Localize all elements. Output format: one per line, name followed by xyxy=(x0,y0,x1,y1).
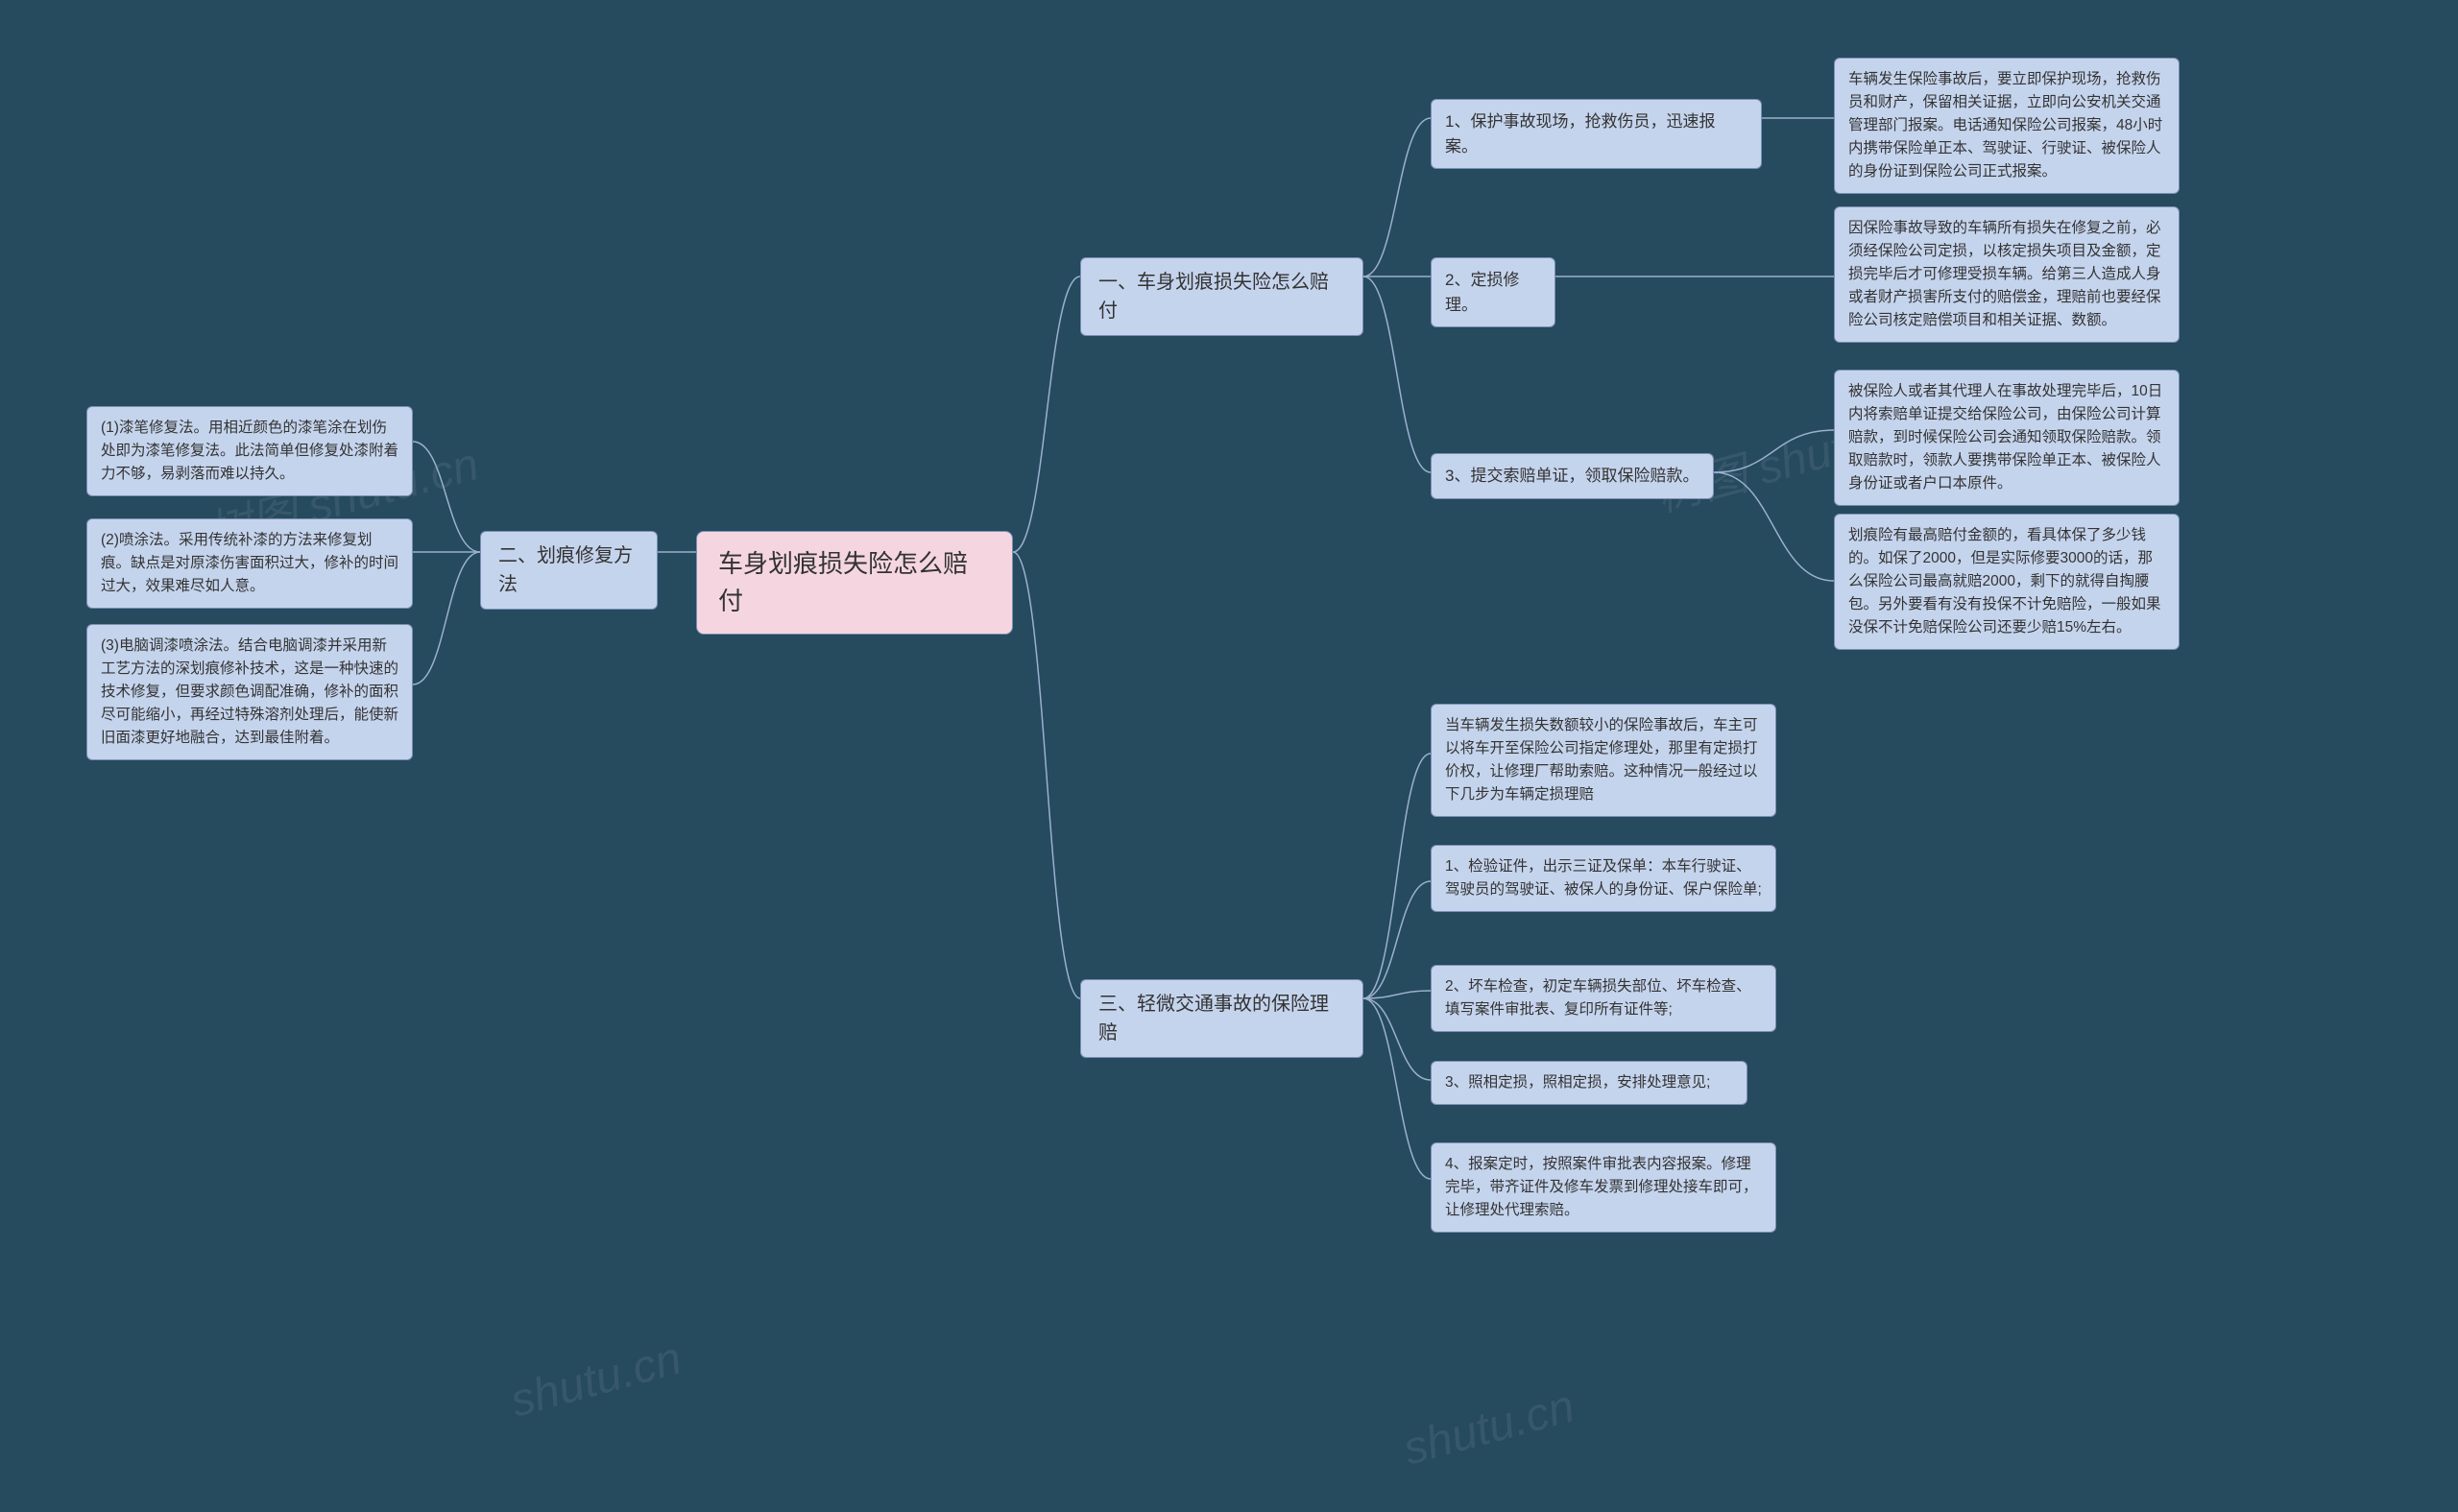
leaf-node-2-3[interactable]: (3)电脑调漆喷涂法。结合电脑调漆并采用新工艺方法的深划痕修补技术，这是一种快速… xyxy=(86,624,413,760)
leaf-node-2-2[interactable]: (2)喷涂法。采用传统补漆的方法来修复划痕。缺点是对原漆伤害面积过大，修补的时间… xyxy=(86,518,413,609)
sub-node-1-1[interactable]: 1、保护事故现场，抢救伤员，迅速报案。 xyxy=(1431,99,1762,169)
leaf-node-3-1[interactable]: 当车辆发生损失数额较小的保险事故后，车主可以将车开至保险公司指定修理处，那里有定… xyxy=(1431,704,1776,817)
watermark: shutu.cn xyxy=(1398,1380,1580,1476)
root-node[interactable]: 车身划痕损失险怎么赔付 xyxy=(696,531,1013,635)
leaf-node-1-1-1[interactable]: 车辆发生保险事故后，要立即保护现场，抢救伤员和财产，保留相关证据，立即向公安机关… xyxy=(1834,58,2180,194)
sub-node-1-3[interactable]: 3、提交索赔单证，领取保险赔款。 xyxy=(1431,453,1714,499)
branch-node-3[interactable]: 三、轻微交通事故的保险理赔 xyxy=(1080,979,1363,1058)
sub-node-1-2[interactable]: 2、定损修理。 xyxy=(1431,257,1555,327)
leaf-node-3-4[interactable]: 3、照相定损，照相定损，安排处理意见; xyxy=(1431,1061,1747,1105)
branch-node-1[interactable]: 一、车身划痕损失险怎么赔付 xyxy=(1080,257,1363,336)
branch-node-2[interactable]: 二、划痕修复方法 xyxy=(480,531,658,610)
leaf-node-1-3-2[interactable]: 划痕险有最高赔付金额的，看具体保了多少钱的。如保了2000，但是实际修要3000… xyxy=(1834,514,2180,650)
leaf-node-3-3[interactable]: 2、坏车检查，初定车辆损失部位、坏车检查、填写案件审批表、复印所有证件等; xyxy=(1431,965,1776,1032)
leaf-node-1-3-1[interactable]: 被保险人或者其代理人在事故处理完毕后，10日内将索赔单证提交给保险公司，由保险公… xyxy=(1834,370,2180,506)
watermark: shutu.cn xyxy=(505,1332,687,1428)
leaf-node-2-1[interactable]: (1)漆笔修复法。用相近颜色的漆笔涂在划伤处即为漆笔修复法。此法简单但修复处漆附… xyxy=(86,406,413,496)
leaf-node-3-5[interactable]: 4、报案定时，按照案件审批表内容报案。修理完毕，带齐证件及修车发票到修理处接车即… xyxy=(1431,1142,1776,1233)
leaf-node-3-2[interactable]: 1、检验证件，出示三证及保单：本车行驶证、驾驶员的驾驶证、被保人的身份证、保户保… xyxy=(1431,845,1776,912)
leaf-node-1-2-1[interactable]: 因保险事故导致的车辆所有损失在修复之前，必须经保险公司定损，以核定损失项目及金额… xyxy=(1834,206,2180,343)
